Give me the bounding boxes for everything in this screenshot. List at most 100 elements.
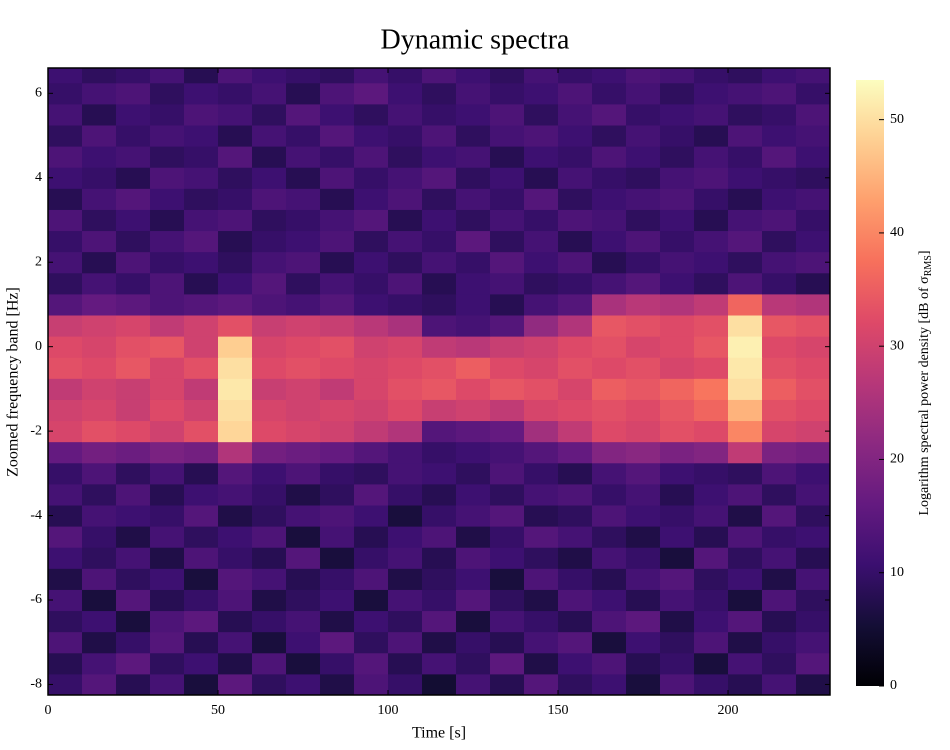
heatmap-cell bbox=[184, 399, 219, 422]
heatmap-cell bbox=[796, 272, 830, 295]
heatmap-cell bbox=[694, 631, 729, 654]
heatmap-cell bbox=[218, 167, 253, 189]
heatmap-cell bbox=[694, 589, 729, 612]
heatmap-cell bbox=[592, 230, 627, 253]
heatmap-cell bbox=[116, 82, 151, 105]
heatmap-cell bbox=[558, 568, 593, 590]
heatmap-cell bbox=[150, 251, 185, 274]
heatmap-cell bbox=[184, 441, 219, 464]
heatmap-cell bbox=[48, 505, 83, 527]
heatmap-cell bbox=[456, 652, 491, 675]
heatmap-cell bbox=[48, 526, 83, 548]
heatmap-cell bbox=[626, 188, 661, 210]
heatmap-cell bbox=[320, 209, 355, 232]
heatmap-cell bbox=[558, 357, 593, 379]
heatmap-cell bbox=[660, 652, 695, 675]
heatmap-cell bbox=[252, 462, 287, 485]
heatmap-cell bbox=[388, 631, 423, 654]
heatmap-cell bbox=[184, 230, 219, 253]
heatmap-cell bbox=[116, 167, 151, 189]
heatmap-cell bbox=[388, 673, 423, 695]
heatmap-cell bbox=[728, 420, 763, 443]
chart-title: Dynamic spectra bbox=[381, 24, 570, 55]
heatmap-cell bbox=[218, 610, 253, 633]
heatmap-cell bbox=[116, 146, 151, 168]
heatmap-cell bbox=[796, 315, 830, 337]
heatmap-cell bbox=[388, 610, 423, 633]
heatmap-cell bbox=[558, 125, 593, 147]
heatmap-cell bbox=[320, 272, 355, 295]
heatmap-cell bbox=[660, 483, 695, 506]
heatmap-cell bbox=[626, 293, 661, 316]
heatmap-cell bbox=[388, 483, 423, 506]
heatmap-cell bbox=[660, 610, 695, 633]
colorbar-tick-label: 40 bbox=[890, 225, 904, 240]
heatmap-cell bbox=[592, 420, 627, 443]
heatmap-cell bbox=[762, 673, 797, 695]
heatmap-cell bbox=[592, 505, 627, 527]
heatmap-cell bbox=[456, 188, 491, 210]
x-tick-label: 100 bbox=[378, 703, 399, 718]
heatmap-cell bbox=[116, 547, 151, 569]
heatmap-cell bbox=[48, 125, 83, 147]
heatmap-cell bbox=[456, 315, 491, 337]
heatmap-cell bbox=[388, 188, 423, 210]
heatmap-cell bbox=[286, 209, 321, 232]
heatmap-cell bbox=[694, 293, 729, 316]
heatmap-cell bbox=[422, 610, 457, 633]
heatmap-cell bbox=[456, 399, 491, 422]
heatmap-cell bbox=[218, 568, 253, 590]
heatmap-cell bbox=[48, 483, 83, 506]
heatmap-cell bbox=[796, 230, 830, 253]
heatmap-cell bbox=[490, 505, 525, 527]
heatmap-cell bbox=[354, 568, 389, 590]
x-tick-label: 150 bbox=[548, 703, 569, 718]
heatmap-cell bbox=[320, 357, 355, 379]
heatmap-cell bbox=[592, 167, 627, 189]
heatmap-cell bbox=[218, 357, 253, 379]
heatmap-cell bbox=[796, 652, 830, 675]
heatmap-cell bbox=[184, 188, 219, 210]
heatmap-cell bbox=[592, 526, 627, 548]
heatmap-cell bbox=[388, 315, 423, 337]
heatmap-cell bbox=[762, 357, 797, 379]
colorbar-tick-label: 10 bbox=[890, 565, 904, 580]
heatmap-cell bbox=[524, 68, 559, 84]
heatmap-cell bbox=[184, 547, 219, 569]
heatmap-cell bbox=[456, 82, 491, 105]
heatmap-cell bbox=[116, 441, 151, 464]
heatmap-cell bbox=[660, 315, 695, 337]
heatmap-cell bbox=[524, 125, 559, 147]
heatmap-cell bbox=[524, 547, 559, 569]
heatmap-cell bbox=[592, 125, 627, 147]
heatmap-cell bbox=[354, 652, 389, 675]
heatmap-cell bbox=[252, 505, 287, 527]
heatmap-cell bbox=[796, 673, 830, 695]
heatmap-cell bbox=[218, 673, 253, 695]
heatmap-cell bbox=[286, 272, 321, 295]
heatmap-cell bbox=[286, 462, 321, 485]
heatmap-cell bbox=[728, 378, 763, 400]
heatmap-cell bbox=[150, 441, 185, 464]
heatmap-cell bbox=[422, 589, 457, 612]
heatmap-cell bbox=[456, 420, 491, 443]
heatmap-cell bbox=[524, 462, 559, 485]
heatmap-cell bbox=[286, 568, 321, 590]
heatmap-cell bbox=[320, 631, 355, 654]
heatmap-cell bbox=[286, 336, 321, 358]
heatmap-cell bbox=[796, 483, 830, 506]
heatmap-cell bbox=[728, 673, 763, 695]
heatmap-cell bbox=[422, 68, 457, 84]
heatmap-cell bbox=[626, 526, 661, 548]
heatmap-cell bbox=[184, 209, 219, 232]
heatmap-cell bbox=[184, 610, 219, 633]
heatmap-cell bbox=[388, 420, 423, 443]
heatmap-cell bbox=[184, 673, 219, 695]
heatmap-cell bbox=[626, 441, 661, 464]
heatmap-cell bbox=[524, 526, 559, 548]
heatmap-cell bbox=[184, 68, 219, 84]
heatmap-cell bbox=[388, 568, 423, 590]
heatmap-cell bbox=[150, 610, 185, 633]
heatmap-cell bbox=[592, 68, 627, 84]
heatmap-cell bbox=[116, 610, 151, 633]
